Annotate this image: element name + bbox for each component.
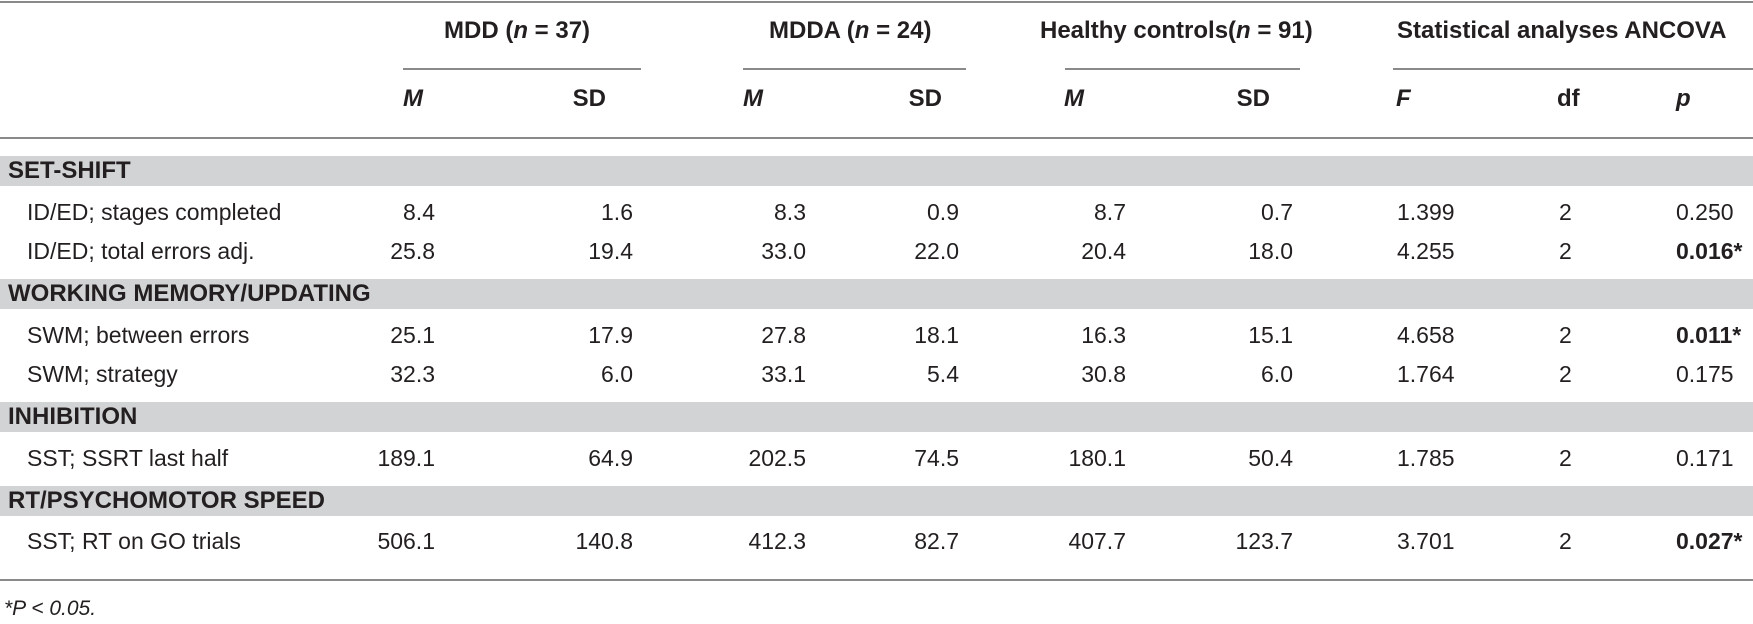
- group-underline-mdda: [743, 68, 966, 70]
- cell-mdda-m: 33.0: [761, 238, 806, 264]
- group-underline-stats: [1393, 68, 1753, 70]
- cell-f: 3.701: [1397, 528, 1455, 554]
- cell-healthy-m: 180.1: [1068, 445, 1126, 471]
- footnote: *P < 0.05.: [4, 597, 97, 620]
- cell-healthy-m: 8.7: [1094, 199, 1126, 225]
- row-label: SST; SSRT last half: [27, 445, 229, 471]
- subheader-mdd-m: M: [403, 85, 423, 112]
- cell-mdd-sd: 19.4: [588, 238, 633, 264]
- cell-p: 0.171: [1676, 445, 1734, 471]
- cell-p-significant: 0.027*: [1676, 528, 1743, 554]
- row-label: SWM; between errors: [27, 322, 250, 348]
- subheader-mdda-m: M: [743, 85, 763, 112]
- cell-mdda-sd: 82.7: [914, 528, 959, 554]
- cell-mdda-m: 412.3: [748, 528, 806, 554]
- cell-healthy-sd: 18.0: [1248, 238, 1293, 264]
- subheader-healthy-m: M: [1064, 85, 1084, 112]
- section-title: SET-SHIFT: [8, 157, 131, 184]
- cell-f: 1.399: [1397, 199, 1455, 225]
- cell-f: 4.255: [1397, 238, 1455, 264]
- subheader-healthy-sd: SD: [1236, 85, 1270, 112]
- cell-healthy-sd: 123.7: [1235, 528, 1293, 554]
- cell-df: 2: [1559, 199, 1572, 225]
- cell-df: 2: [1559, 445, 1572, 471]
- cell-mdda-sd: 5.4: [927, 361, 959, 387]
- cell-df: 2: [1559, 238, 1572, 264]
- section-band-rt-psychomotor: RT/PSYCHOMOTOR SPEED: [0, 486, 1753, 516]
- cell-mdd-m: 25.1: [390, 322, 435, 348]
- section-title: WORKING MEMORY/UPDATING: [8, 280, 371, 307]
- group-underline-healthy: [1065, 68, 1300, 70]
- cell-healthy-sd: 15.1: [1248, 322, 1293, 348]
- header-bottom-rule: [0, 137, 1753, 139]
- cell-mdd-m: 32.3: [390, 361, 435, 387]
- cell-mdda-m: 33.1: [761, 361, 806, 387]
- cell-f: 1.764: [1397, 361, 1455, 387]
- cell-mdd-m: 25.8: [390, 238, 435, 264]
- cell-f: 1.785: [1397, 445, 1455, 471]
- row-label: SWM; strategy: [27, 361, 178, 387]
- section-band-working-memory: WORKING MEMORY/UPDATING: [0, 279, 1753, 309]
- cell-healthy-m: 30.8: [1081, 361, 1126, 387]
- top-rule: [0, 1, 1753, 3]
- cell-mdda-sd: 0.9: [927, 199, 959, 225]
- header-group-mdd: MDD (n = 37): [444, 17, 591, 44]
- cell-mdd-m: 189.1: [377, 445, 435, 471]
- cell-healthy-m: 16.3: [1081, 322, 1126, 348]
- cell-mdd-sd: 1.6: [601, 199, 633, 225]
- cell-df: 2: [1559, 528, 1572, 554]
- bottom-rule: [0, 579, 1753, 581]
- cell-f: 4.658: [1397, 322, 1455, 348]
- section-title: RT/PSYCHOMOTOR SPEED: [8, 487, 325, 514]
- row-label: ID/ED; stages completed: [27, 199, 282, 225]
- cell-mdd-sd: 17.9: [588, 322, 633, 348]
- cell-healthy-sd: 0.7: [1261, 199, 1293, 225]
- cell-p-significant: 0.011*: [1676, 322, 1742, 348]
- cell-df: 2: [1559, 322, 1572, 348]
- row-label: SST; RT on GO trials: [27, 528, 241, 554]
- subheader-p: p: [1676, 85, 1691, 112]
- cell-healthy-m: 407.7: [1068, 528, 1126, 554]
- cell-mdda-m: 8.3: [774, 199, 806, 225]
- cell-mdda-sd: 74.5: [914, 445, 959, 471]
- cell-p: 0.250: [1676, 199, 1734, 225]
- cell-healthy-m: 20.4: [1081, 238, 1126, 264]
- header-group-mdda: MDDA (n = 24): [769, 17, 932, 44]
- subheader-df: df: [1557, 85, 1580, 112]
- subheader-mdda-sd: SD: [908, 85, 942, 112]
- subheader-mdd-sd: SD: [572, 85, 606, 112]
- cell-mdda-sd: 22.0: [914, 238, 959, 264]
- cell-mdd-m: 506.1: [377, 528, 435, 554]
- cell-mdd-sd: 64.9: [588, 445, 633, 471]
- section-band-inhibition: INHIBITION: [0, 402, 1753, 432]
- cell-p: 0.175: [1676, 361, 1734, 387]
- cell-mdd-m: 8.4: [403, 199, 435, 225]
- cell-df: 2: [1559, 361, 1572, 387]
- cell-mdd-sd: 140.8: [575, 528, 633, 554]
- section-band-set-shift: SET-SHIFT: [0, 156, 1753, 186]
- cell-mdda-m: 202.5: [748, 445, 806, 471]
- cell-mdda-sd: 18.1: [914, 322, 959, 348]
- cell-healthy-sd: 6.0: [1261, 361, 1293, 387]
- cell-mdd-sd: 6.0: [601, 361, 633, 387]
- section-title: INHIBITION: [8, 403, 138, 430]
- group-underline-mdd: [403, 68, 641, 70]
- subheader-f: F: [1396, 85, 1411, 112]
- header-group-statistical-analyses: Statistical analyses ANCOVA: [1397, 17, 1727, 44]
- cell-mdda-m: 27.8: [761, 322, 806, 348]
- cell-p-significant: 0.016*: [1676, 238, 1743, 264]
- cell-healthy-sd: 50.4: [1248, 445, 1293, 471]
- header-group-healthy-controls: Healthy controls(n = 91): [1040, 17, 1313, 44]
- row-label: ID/ED; total errors adj.: [27, 238, 255, 264]
